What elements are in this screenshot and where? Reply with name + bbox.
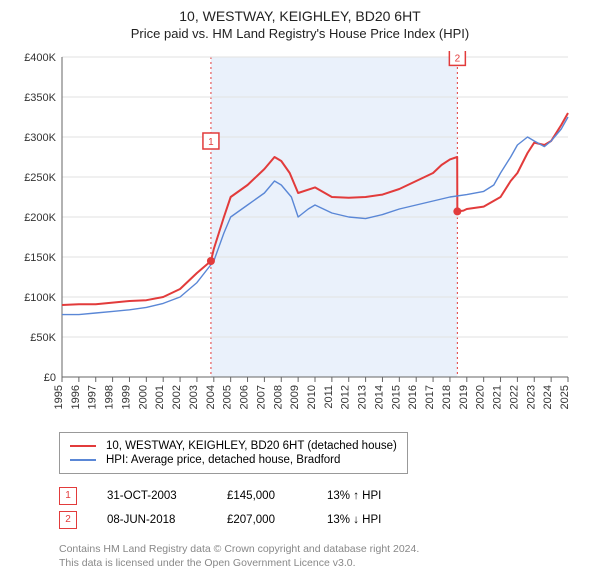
svg-text:2006: 2006: [239, 385, 251, 409]
legend-swatch: [70, 459, 96, 461]
svg-text:2: 2: [455, 53, 461, 64]
svg-text:2014: 2014: [373, 385, 385, 409]
chart-area: £0 £50K £100K £150K £200K £250K £300K £350K £400…: [14, 51, 586, 426]
legend: 10, WESTWAY, KEIGHLEY, BD20 6HT (detache…: [59, 432, 408, 474]
svg-text:£50K: £50K: [30, 332, 56, 344]
svg-text:1995: 1995: [53, 385, 65, 409]
svg-text:2023: 2023: [525, 385, 537, 409]
transaction-index: 1: [59, 487, 77, 505]
svg-text:2003: 2003: [188, 385, 200, 409]
footer-line-1: Contains HM Land Registry data © Crown c…: [59, 542, 586, 556]
svg-text:£100K: £100K: [24, 292, 56, 304]
transaction-date: 08-JUN-2018: [107, 514, 197, 526]
svg-text:2017: 2017: [424, 385, 436, 409]
transaction-price: £145,000: [227, 490, 297, 502]
transaction-change: 13% ↓ HPI: [327, 514, 407, 526]
svg-text:2016: 2016: [407, 385, 419, 409]
legend-label: HPI: Average price, detached house, Brad…: [106, 454, 340, 466]
svg-text:£0: £0: [44, 372, 56, 384]
svg-text:2021: 2021: [492, 385, 504, 409]
svg-text:1999: 1999: [120, 385, 132, 409]
svg-text:1996: 1996: [70, 385, 82, 409]
legend-label: 10, WESTWAY, KEIGHLEY, BD20 6HT (detache…: [106, 440, 397, 452]
svg-text:2015: 2015: [390, 385, 402, 409]
svg-text:1: 1: [208, 137, 214, 148]
page-subtitle: Price paid vs. HM Land Registry's House …: [14, 26, 586, 41]
svg-text:2008: 2008: [272, 385, 284, 409]
line-chart: £0 £50K £100K £150K £200K £250K £300K £350K £400…: [14, 51, 574, 421]
svg-text:£400K: £400K: [24, 52, 56, 64]
legend-item: HPI: Average price, detached house, Brad…: [70, 453, 397, 467]
transaction-price: £207,000: [227, 514, 297, 526]
footer-line-2: This data is licensed under the Open Gov…: [59, 556, 586, 570]
svg-text:1997: 1997: [87, 385, 99, 409]
transaction-change: 13% ↑ HPI: [327, 490, 407, 502]
svg-text:£350K: £350K: [24, 92, 56, 104]
svg-text:2012: 2012: [340, 385, 352, 409]
transaction-index: 2: [59, 511, 77, 529]
svg-text:2001: 2001: [154, 385, 166, 409]
svg-text:2024: 2024: [542, 385, 554, 409]
svg-text:£250K: £250K: [24, 172, 56, 184]
svg-text:2011: 2011: [323, 385, 335, 409]
svg-text:£300K: £300K: [24, 132, 56, 144]
svg-text:2020: 2020: [475, 385, 487, 409]
svg-text:2005: 2005: [222, 385, 234, 409]
transaction-date: 31-OCT-2003: [107, 490, 197, 502]
transaction-row: 2 08-JUN-2018 £207,000 13% ↓ HPI: [59, 508, 586, 532]
svg-text:2002: 2002: [171, 385, 183, 409]
svg-text:1998: 1998: [104, 385, 116, 409]
legend-item: 10, WESTWAY, KEIGHLEY, BD20 6HT (detache…: [70, 439, 397, 453]
footer-attribution: Contains HM Land Registry data © Crown c…: [59, 542, 586, 570]
transactions-table: 1 31-OCT-2003 £145,000 13% ↑ HPI 2 08-JUN-201…: [59, 484, 586, 532]
svg-text:2000: 2000: [137, 385, 149, 409]
svg-text:2019: 2019: [458, 385, 470, 409]
svg-text:2004: 2004: [205, 385, 217, 409]
transaction-row: 1 31-OCT-2003 £145,000 13% ↑ HPI: [59, 484, 586, 508]
svg-text:£150K: £150K: [24, 252, 56, 264]
legend-swatch: [70, 445, 96, 447]
svg-text:2007: 2007: [255, 385, 267, 409]
svg-text:£200K: £200K: [24, 212, 56, 224]
svg-text:2018: 2018: [441, 385, 453, 409]
svg-text:2022: 2022: [508, 385, 520, 409]
svg-text:2025: 2025: [559, 385, 571, 409]
svg-text:2009: 2009: [289, 385, 301, 409]
svg-text:2010: 2010: [306, 385, 318, 409]
page-title: 10, WESTWAY, KEIGHLEY, BD20 6HT: [14, 8, 586, 24]
svg-text:2013: 2013: [357, 385, 369, 409]
